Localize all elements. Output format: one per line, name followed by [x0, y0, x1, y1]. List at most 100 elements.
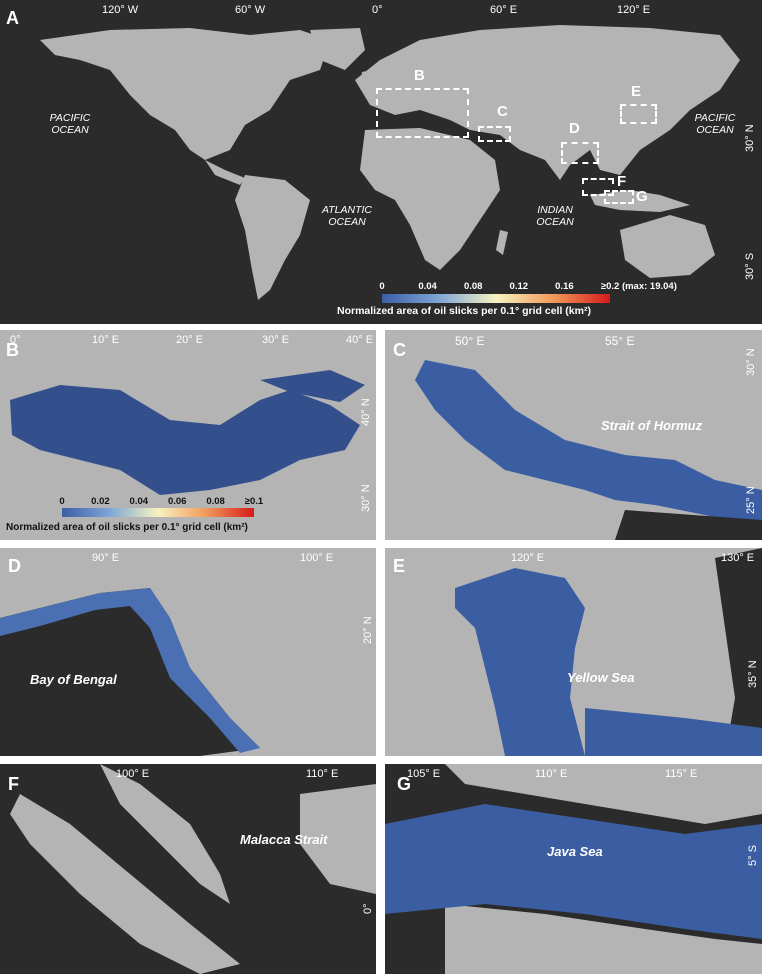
east-sea-water — [715, 548, 762, 756]
region-label-malacca-strait: Malacca Strait — [240, 832, 328, 847]
panel-label-a: A — [6, 8, 19, 28]
lat-tick-b-30n: 30° N — [360, 484, 372, 512]
lon-tick-b-10e: 10° E — [92, 334, 120, 346]
panel-label-c: C — [393, 340, 406, 360]
south-america-landmass — [235, 175, 310, 300]
east-china-sea-water — [585, 708, 762, 756]
bay-coastal-band — [0, 588, 260, 753]
lat-tick-30s: 30° S — [744, 252, 756, 280]
world-map-graphic — [40, 25, 740, 303]
zoom-box-d[interactable] — [561, 142, 599, 164]
lon-tick-0: 0° — [372, 4, 383, 16]
lon-tick-e-130e: 130° E — [721, 552, 755, 564]
zoom-box-label-f: F — [617, 173, 627, 190]
panel-label-e: E — [393, 556, 406, 576]
lon-tick-f-100e: 100° E — [116, 768, 150, 780]
lon-tick-60e: 60° E — [490, 4, 518, 16]
panel-a-colorbar — [382, 294, 610, 303]
mediterranean-sea — [10, 385, 360, 495]
panel-g-java-sea: G 105° E 110° E 115° E 5° S Java Sea — [385, 764, 762, 974]
lon-tick-d-90e: 90° E — [92, 552, 120, 564]
japan-landmass — [664, 95, 680, 125]
lat-tick-d-20n: 20° N — [362, 616, 374, 644]
region-label-java-sea: Java Sea — [547, 844, 603, 859]
ocean-label-pacific-east: PACIFIC OCEAN — [694, 112, 736, 136]
australia-landmass — [620, 215, 715, 278]
lon-tick-f-110e: 110° E — [306, 768, 339, 780]
lon-tick-c-55e: 55° E — [605, 334, 635, 348]
persian-gulf-map-graphic — [415, 360, 762, 540]
british-isles-landmass — [360, 70, 372, 90]
lon-tick-120e: 120° E — [617, 4, 651, 16]
zoom-box-f[interactable] — [582, 178, 614, 196]
legend-b-tick-0: 0 — [59, 496, 65, 507]
yellow-sea-map-graphic — [455, 548, 762, 756]
lon-tick-b-20e: 20° E — [176, 334, 204, 346]
lon-tick-b-30e: 30° E — [262, 334, 290, 346]
malay-peninsula-landmass — [100, 764, 230, 904]
borneo-landmass — [300, 784, 376, 894]
borneo-landmass-g — [445, 764, 762, 824]
zoom-box-label-e: E — [631, 83, 642, 100]
eurasia-landmass — [355, 25, 740, 180]
zoom-box-c[interactable] — [478, 126, 511, 142]
lat-tick-g-5s: 5° S — [747, 845, 759, 866]
panel-d-bay-of-bengal: D 90° E 100° E 20° N Bay of Bengal — [0, 548, 376, 756]
panel-b-mediterranean: B 0° 10° E 20° E 30° E 40° E 40° N 30° N… — [0, 330, 376, 540]
zoom-box-label-c: C — [497, 103, 508, 120]
legend-b-tick-5: ≥0.1 — [244, 496, 264, 507]
lon-tick-b-0: 0° — [10, 334, 21, 346]
region-label-bay-of-bengal: Bay of Bengal — [30, 672, 117, 687]
region-label-strait-of-hormuz: Strait of Hormuz — [601, 418, 703, 433]
zoom-box-label-g: G — [636, 188, 648, 205]
legend-a-tick-2: 0.08 — [463, 281, 483, 292]
ocean-label-indian: INDIAN OCEAN — [536, 204, 574, 228]
zoom-box-e[interactable] — [620, 104, 657, 124]
bay-of-bengal-water — [0, 588, 260, 756]
sumatra-landmass — [10, 794, 240, 974]
lon-tick-c-50e: 50° E — [455, 334, 485, 348]
legend-a-tick-5: ≥0.2 (max: 19.04) — [600, 281, 677, 292]
yellow-sea-water — [455, 568, 585, 756]
lon-tick-b-40e: 40° E — [346, 334, 374, 346]
panel-b-legend-title: Normalized area of oil slicks per 0.1° g… — [6, 522, 248, 533]
legend-b-tick-4: 0.08 — [206, 496, 225, 507]
java-landmass — [445, 904, 762, 974]
southeast-asia-islands — [590, 190, 690, 212]
lat-tick-e-35n: 35° N — [747, 660, 759, 688]
java-sea-water — [385, 804, 762, 939]
legend-a-tick-0: 0 — [379, 281, 385, 292]
panel-f-malacca-strait: F 100° E 110° E 0° Malacca Strait — [0, 764, 376, 974]
legend-a-tick-3: 0.12 — [509, 281, 529, 292]
ocean-label-atlantic: ATLANTIC OCEAN — [322, 204, 372, 228]
central-america-landmass — [205, 160, 245, 185]
panel-label-f: F — [8, 774, 19, 794]
malacca-strait-map-graphic — [10, 764, 376, 974]
panel-label-g: G — [397, 774, 412, 794]
legend-a-tick-1: 0.04 — [418, 281, 437, 292]
lon-tick-60w: 60° W — [235, 4, 266, 16]
lat-tick-c-30n: 30° N — [745, 348, 757, 376]
zoom-box-g[interactable] — [604, 190, 634, 204]
mediterranean-map-graphic — [10, 370, 365, 517]
greenland-landmass — [310, 28, 365, 70]
zoom-box-label-b: B — [414, 67, 425, 84]
lat-tick-b-40n: 40° N — [360, 398, 372, 426]
lat-tick-30n: 30° N — [744, 124, 756, 152]
gulf-of-oman — [615, 510, 762, 540]
bay-of-bengal-map-graphic — [0, 588, 260, 756]
lon-tick-g-105e: 105° E — [407, 768, 441, 780]
madagascar-landmass — [496, 230, 508, 255]
panel-a-legend: 0 0.04 0.08 0.12 0.16 ≥0.2 (max: 19.04) — [379, 281, 677, 293]
lon-tick-g-115e: 115° E — [665, 768, 698, 780]
panel-a-legend-title: Normalized area of oil slicks per 0.1° g… — [337, 305, 591, 317]
lon-tick-d-100e: 100° E — [300, 552, 334, 564]
panel-label-d: D — [8, 556, 21, 576]
legend-a-tick-4: 0.16 — [555, 281, 574, 292]
panel-label-b: B — [6, 340, 19, 360]
panel-b-colorbar — [62, 508, 254, 517]
zoom-box-b[interactable] — [376, 88, 469, 138]
panel-b-legend: 0 0.02 0.04 0.06 0.08 ≥0.1 — [59, 496, 263, 508]
panel-e-yellow-sea: E 120° E 130° E 35° N Yellow Sea — [385, 548, 762, 756]
legend-b-tick-1: 0.02 — [91, 496, 110, 507]
